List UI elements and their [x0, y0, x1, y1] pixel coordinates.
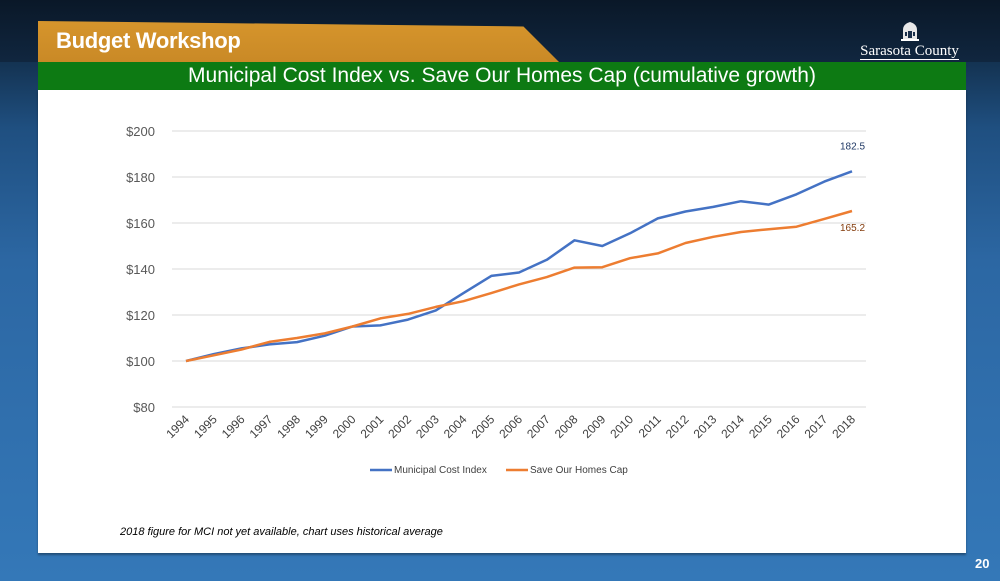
end-data-label: 165.2 [840, 223, 865, 234]
y-tick-label: $80 [133, 400, 155, 415]
x-tick-label: 1995 [191, 412, 220, 441]
x-tick-label: 2000 [330, 412, 359, 441]
x-tick-label: 1999 [302, 412, 331, 441]
x-axis-ticks: 1994199519961997199819992000200120022003… [163, 412, 858, 441]
x-tick-label: 2009 [580, 412, 609, 441]
x-tick-label: 2005 [469, 412, 498, 441]
slide-content [38, 90, 966, 553]
legend-label: Municipal Cost Index [394, 465, 487, 476]
section-tab [38, 21, 560, 63]
x-tick-label: 2001 [358, 412, 387, 441]
footnote: 2018 figure for MCI not yet available, c… [120, 526, 443, 538]
x-tick-label: 2014 [718, 412, 747, 441]
x-tick-label: 2011 [636, 412, 664, 440]
x-tick-label: 2008 [552, 412, 581, 441]
x-tick-label: 2012 [663, 412, 692, 441]
series-lines [185, 170, 853, 363]
logo-text: Sarasota County [860, 43, 959, 60]
y-tick-label: $200 [126, 124, 155, 139]
y-axis-ticks: $80 $100 $120 $140 $160 $180 $200 [126, 124, 155, 415]
y-tick-label: $120 [126, 308, 155, 323]
data-labels: 182.5 165.2 [840, 141, 865, 234]
x-tick-label: 2006 [496, 412, 525, 441]
mci-series-line [185, 170, 853, 363]
y-tick-label: $140 [126, 262, 155, 277]
slide-title: Municipal Cost Index vs. Save Our Homes … [188, 64, 816, 87]
y-tick-label: $180 [126, 170, 155, 185]
slide-title-bar: Municipal Cost Index vs. Save Our Homes … [38, 62, 966, 90]
x-tick-label: 2007 [524, 412, 553, 441]
x-tick-label: 2017 [802, 412, 831, 441]
x-tick-label: 2003 [413, 412, 442, 441]
legend-label: Save Our Homes Cap [530, 465, 628, 476]
x-tick-label: 1997 [247, 412, 276, 441]
gridlines [172, 130, 866, 408]
y-tick-label: $160 [126, 216, 155, 231]
x-tick-label: 1996 [219, 412, 248, 441]
courthouse-icon [900, 22, 919, 41]
end-data-label: 182.5 [840, 141, 865, 152]
x-tick-label: 2004 [441, 412, 470, 441]
x-tick-label: 2002 [385, 412, 414, 441]
x-tick-label: 2016 [774, 412, 803, 441]
x-tick-label: 2018 [829, 412, 858, 441]
x-tick-label: 2015 [746, 412, 775, 441]
x-tick-label: 1998 [274, 412, 303, 441]
soh-series-line [185, 209, 853, 363]
legend: Municipal Cost Index Save Our Homes Cap [370, 465, 628, 476]
section-title: Budget Workshop [56, 28, 241, 53]
x-tick-label: 2013 [691, 412, 720, 441]
x-tick-label: 2010 [607, 412, 636, 441]
y-tick-label: $100 [126, 354, 155, 369]
sarasota-county-logo: Sarasota County [852, 20, 967, 60]
x-tick-label: 1994 [163, 412, 192, 441]
page-number: 20 [975, 556, 990, 571]
